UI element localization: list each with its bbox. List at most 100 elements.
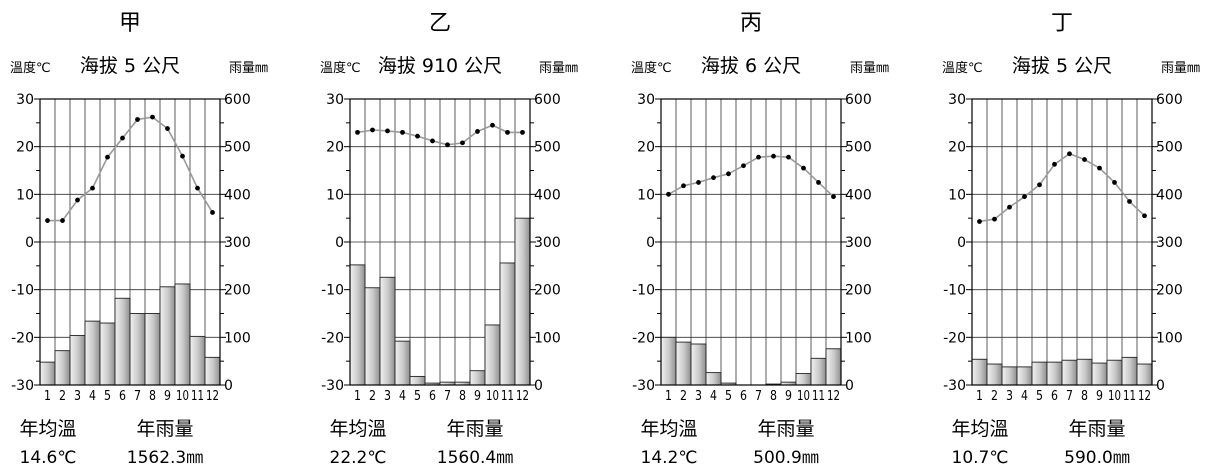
temperature-point [120, 135, 125, 141]
month-label: 5 [725, 389, 732, 404]
rainfall-tick-label: 200 [1156, 283, 1183, 299]
month-label: 10 [176, 389, 189, 404]
rainfall-bar [825, 348, 842, 386]
temperature-tick-label: -10 [632, 283, 655, 299]
month-label: 11 [812, 389, 825, 404]
rainfall-tick-label: 0 [1156, 378, 1165, 394]
temperature-point [1127, 199, 1132, 204]
temperature-point [165, 126, 170, 131]
temperature-point [726, 171, 731, 177]
month-label: 1 [354, 389, 361, 404]
chart-subtitle: 海拔 5 公尺 [80, 55, 180, 77]
month-label: 8 [1081, 389, 1088, 404]
chart-subtitle: 海拔 6 公尺 [701, 55, 801, 77]
rainfall-tick-label: 100 [845, 330, 872, 346]
rainfall-bar [1061, 359, 1078, 386]
month-label: 4 [89, 389, 96, 404]
month-label: 3 [695, 389, 702, 404]
rainfall-tick-label: 600 [845, 92, 872, 108]
temperature-tick-label: 20 [326, 140, 344, 156]
rainfall-bar [971, 358, 988, 386]
temperature-point [1052, 161, 1057, 167]
month-label: 4 [399, 389, 406, 404]
temperature-tick-label: 10 [948, 187, 966, 203]
temperature-unit-label: 溫度℃ [10, 60, 51, 76]
rainfall-tick-label: 400 [534, 187, 561, 203]
temperature-point [1037, 182, 1042, 188]
annual-temperature-label: 年均溫 [640, 418, 697, 440]
rainfall-bar [69, 334, 86, 386]
month-label: 2 [369, 389, 376, 404]
month-label: 9 [785, 389, 792, 404]
month-label: 3 [1006, 389, 1013, 404]
rainfall-bar [129, 313, 146, 386]
rainfall-bar [144, 313, 161, 386]
rainfall-bar [54, 350, 71, 386]
temperature-point [475, 129, 480, 134]
month-label: 4 [710, 389, 717, 404]
temperature-tick-label: 10 [637, 187, 655, 203]
rainfall-bar [114, 297, 131, 386]
temperature-point [90, 185, 95, 191]
rainfall-tick-label: 500 [1156, 140, 1183, 156]
temperature-point [195, 185, 200, 191]
temperature-point [1007, 204, 1012, 210]
chart-subtitle: 海拔 5 公尺 [1012, 55, 1112, 77]
temperature-tick-label: -10 [943, 283, 966, 299]
rainfall-bar [159, 286, 176, 386]
chart-subtitle: 海拔 910 公尺 [378, 55, 502, 77]
month-label: 9 [474, 389, 481, 404]
rainfall-bar [1091, 362, 1108, 386]
rainfall-bar [1121, 356, 1138, 386]
temperature-point [210, 210, 215, 215]
temperature-point [400, 129, 405, 135]
rainfall-bar [39, 361, 56, 386]
rainfall-tick-label: 300 [224, 235, 251, 251]
rainfall-tick-label: 600 [1156, 92, 1183, 108]
rainfall-tick-label: 500 [534, 140, 561, 156]
temperature-tick-label: 30 [326, 92, 344, 108]
rainfall-bar [349, 264, 366, 386]
annual-rainfall-value: 1560.4㎜ [437, 448, 513, 468]
temperature-tick-label: 10 [16, 187, 34, 203]
temperature-line [47, 116, 214, 222]
rainfall-unit-label: 雨量㎜ [850, 61, 889, 76]
rainfall-bar [499, 262, 516, 386]
month-label: 8 [770, 389, 777, 404]
month-label: 10 [1108, 389, 1121, 404]
month-label: 11 [1123, 389, 1136, 404]
rainfall-tick-label: 100 [1156, 330, 1183, 346]
month-label: 6 [1051, 389, 1058, 404]
temperature-line [979, 152, 1146, 223]
month-label: 11 [501, 389, 514, 404]
chart-title: 甲 [119, 11, 141, 36]
rainfall-bar [1001, 366, 1018, 386]
rainfall-unit-label: 雨量㎜ [229, 61, 268, 76]
temperature-point [992, 216, 997, 222]
month-label: 8 [459, 389, 466, 404]
temperature-line [357, 124, 523, 146]
temperature-tick-label: 0 [957, 235, 966, 251]
temperature-tick-label: -20 [632, 330, 655, 346]
month-label: 1 [976, 389, 983, 404]
rainfall-bar [174, 283, 191, 386]
temperature-point [1082, 157, 1087, 162]
temperature-point [801, 165, 806, 171]
temperature-point [490, 122, 495, 128]
rainfall-bar [409, 375, 426, 386]
rainfall-bar [810, 357, 827, 386]
temperature-tick-label: -30 [11, 378, 34, 394]
rainfall-bar [514, 217, 531, 386]
rainfall-unit-label: 雨量㎜ [539, 61, 578, 76]
chart-title: 丙 [740, 11, 762, 36]
annual-temperature-label: 年均溫 [19, 418, 76, 440]
temperature-tick-label: -20 [11, 330, 34, 346]
temperature-tick-label: 20 [948, 140, 966, 156]
temperature-point [45, 218, 50, 223]
rainfall-tick-label: 200 [534, 283, 561, 299]
